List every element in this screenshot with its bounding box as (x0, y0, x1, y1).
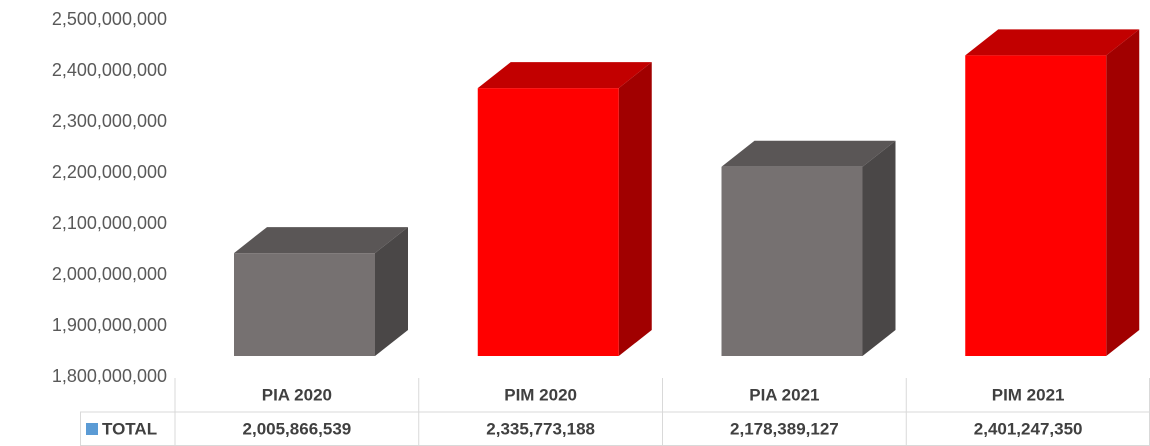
bar-side (375, 227, 408, 356)
y-tick-label: 2,100,000,000 (52, 213, 167, 233)
bar-side (1106, 29, 1140, 357)
legend-label: TOTAL (102, 419, 157, 438)
bar-front (234, 253, 375, 356)
bar (965, 29, 1140, 357)
bar-top (477, 62, 652, 89)
y-tick-label: 2,400,000,000 (52, 60, 167, 80)
bar-side (862, 140, 896, 356)
legend-swatch (86, 423, 98, 435)
bar-top (965, 29, 1140, 56)
y-tick-label: 2,300,000,000 (52, 111, 167, 131)
bar (477, 62, 652, 357)
bar-front (965, 55, 1107, 357)
bar-top (721, 140, 896, 167)
data-label: 2,401,247,350 (974, 419, 1083, 438)
y-tick-label: 1,800,000,000 (52, 366, 167, 386)
y-tick-label: 2,200,000,000 (52, 162, 167, 182)
y-tick-label: 1,900,000,000 (52, 315, 167, 335)
x-tick-label: PIM 2021 (992, 385, 1065, 404)
y-tick-label: 2,500,000,000 (52, 9, 167, 29)
x-tick-label: PIA 2021 (749, 385, 819, 404)
data-label: 2,178,389,127 (730, 419, 839, 438)
x-tick-label: PIM 2020 (504, 385, 577, 404)
data-label: 2,335,773,188 (486, 419, 595, 438)
bar-top (234, 227, 408, 254)
bar (234, 227, 408, 356)
data-label: 2,005,866,539 (243, 419, 352, 438)
y-tick-label: 2,000,000,000 (52, 264, 167, 284)
x-tick-label: PIA 2020 (262, 385, 332, 404)
bar-front (721, 166, 863, 356)
bar-side (618, 62, 652, 357)
bar-front (477, 88, 619, 356)
bar (721, 140, 896, 356)
